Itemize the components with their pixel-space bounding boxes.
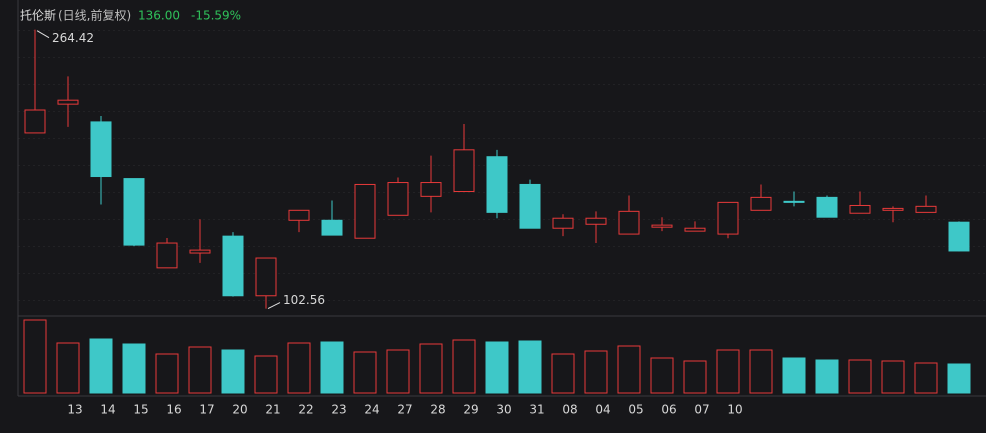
- candle-body: [486, 156, 508, 213]
- volume-bar: [683, 360, 707, 394]
- candle-body: [288, 209, 310, 221]
- candle-body: [948, 221, 970, 252]
- volume-bar: [782, 357, 806, 394]
- volume-bar: [254, 355, 278, 394]
- volume-bar: [353, 351, 377, 394]
- candle-body: [750, 196, 772, 211]
- candle-body: [90, 121, 112, 178]
- candle-body: [123, 178, 145, 246]
- candle-body: [519, 183, 541, 229]
- volume-bar: [386, 349, 410, 394]
- volume-bar: [584, 350, 608, 394]
- change: -15.59%: [191, 9, 241, 23]
- x-tick-label: 24: [364, 403, 379, 417]
- volume-bar: [188, 346, 212, 394]
- candle-body: [816, 196, 838, 218]
- volume-bar: [56, 342, 80, 394]
- candle-body: [915, 205, 937, 213]
- x-tick-label: 13: [67, 403, 82, 417]
- candle-body: [156, 242, 178, 269]
- x-tick-label: 17: [199, 403, 214, 417]
- x-tick-label: 31: [529, 403, 544, 417]
- volume-bar: [89, 338, 113, 394]
- candle-body: [849, 204, 871, 214]
- x-tick-label: 20: [232, 403, 247, 417]
- candle-body: [420, 182, 442, 197]
- volume-bar: [221, 349, 245, 394]
- volume-bar: [881, 360, 905, 394]
- high-annotation: 264.42: [52, 31, 94, 45]
- volume-bar: [419, 343, 443, 394]
- volume-bar: [518, 340, 542, 394]
- x-tick-label: 23: [331, 403, 346, 417]
- volume-bar: [650, 357, 674, 394]
- candle-body: [717, 201, 739, 235]
- candle-body: [585, 217, 607, 225]
- x-tick-label: 15: [133, 403, 148, 417]
- candle-body: [453, 149, 475, 193]
- volume-bar: [749, 349, 773, 394]
- candle-body: [552, 217, 574, 229]
- chart-title: 托伦斯: [20, 8, 56, 23]
- candle-body: [618, 210, 640, 235]
- volume-bar: [617, 345, 641, 394]
- x-tick-label: 04: [595, 403, 610, 417]
- candle-body: [354, 183, 376, 239]
- annotation-arrow: [36, 30, 50, 39]
- x-tick-label: 28: [430, 403, 445, 417]
- candle-body: [651, 224, 673, 228]
- volume-bar: [914, 362, 938, 394]
- x-tick-label: 06: [661, 403, 676, 417]
- x-tick-label: 29: [463, 403, 478, 417]
- candle-body: [387, 182, 409, 216]
- candle-body: [321, 219, 343, 236]
- volume-bar: [815, 359, 839, 394]
- x-tick-label: 14: [100, 403, 115, 417]
- candle-body: [222, 235, 244, 297]
- x-tick-label: 07: [694, 403, 709, 417]
- volume-bar: [947, 363, 971, 394]
- x-tick-label: 30: [496, 403, 511, 417]
- volume-bar: [716, 349, 740, 394]
- candle-body: [255, 257, 277, 297]
- x-tick-label: 21: [265, 403, 280, 417]
- candle-body: [189, 249, 211, 254]
- annotation-arrow: [267, 302, 281, 310]
- candle-body: [57, 99, 79, 105]
- candle-body: [24, 109, 46, 134]
- volume-bar: [452, 339, 476, 394]
- x-tick-label: 05: [628, 403, 643, 417]
- x-tick-label: 22: [298, 403, 313, 417]
- volume-bar: [122, 343, 146, 394]
- volume-bar: [287, 342, 311, 394]
- subtitle: (日线,前复权): [58, 8, 131, 23]
- volume-bar: [320, 341, 344, 394]
- candle-body: [684, 227, 706, 232]
- volume-bar: [155, 353, 179, 394]
- x-tick-label: 10: [727, 403, 742, 417]
- candle-body: [882, 207, 904, 211]
- volume-bar: [23, 319, 47, 394]
- x-tick-label: 16: [166, 403, 181, 417]
- volume-bar: [848, 359, 872, 394]
- volume-bar: [551, 353, 575, 394]
- volume-bar: [485, 341, 509, 394]
- x-tick-label: 27: [397, 403, 412, 417]
- low-annotation: 102.56: [283, 293, 325, 307]
- last-price: 136.00: [138, 9, 180, 23]
- candle-body: [783, 200, 805, 203]
- x-tick-label: 08: [562, 403, 577, 417]
